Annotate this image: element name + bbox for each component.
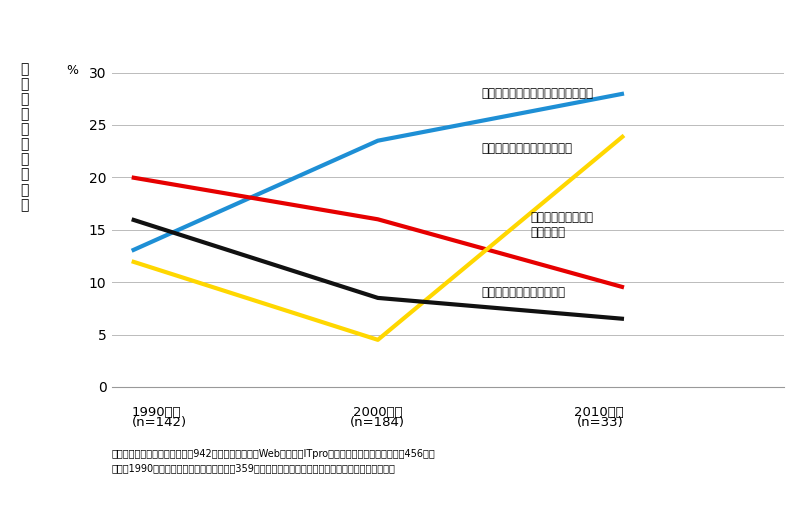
Text: ユーザー企業が要件をまとめられず: ユーザー企業が要件をまとめられず bbox=[482, 87, 594, 100]
Text: 2000年代: 2000年代 bbox=[353, 406, 402, 419]
Text: 1990年代: 1990年代 bbox=[132, 406, 182, 419]
Text: 工数・予算の見積もり誤り: 工数・予算の見積もり誤り bbox=[482, 286, 566, 299]
Text: ベンダーが要件を理解できず: ベンダーが要件を理解できず bbox=[482, 141, 572, 154]
Text: %: % bbox=[66, 64, 78, 77]
Text: ベンダーがソフトを
開発できず: ベンダーがソフトを 開発できず bbox=[530, 211, 594, 238]
Text: (n=33): (n=33) bbox=[578, 416, 624, 429]
Text: (n=184): (n=184) bbox=[350, 416, 406, 429]
Text: 開
発
失
敗
の
原
因
別
割
合: 開 発 失 敗 の 原 因 別 割 合 bbox=[20, 62, 28, 212]
Text: (n=142): (n=142) bbox=[132, 416, 187, 429]
Text: 2010年代: 2010年代 bbox=[574, 406, 624, 419]
Text: 本誌調べ。創刊号から前々号（942号）まで（一部はWebサイト「ITpro」）に掲載した開発失敗事例456件の
うち、1990年代以降で失敗の原因が分かる359: 本誌調べ。創刊号から前々号（942号）まで（一部はWebサイト「ITpro」）に… bbox=[112, 449, 436, 473]
